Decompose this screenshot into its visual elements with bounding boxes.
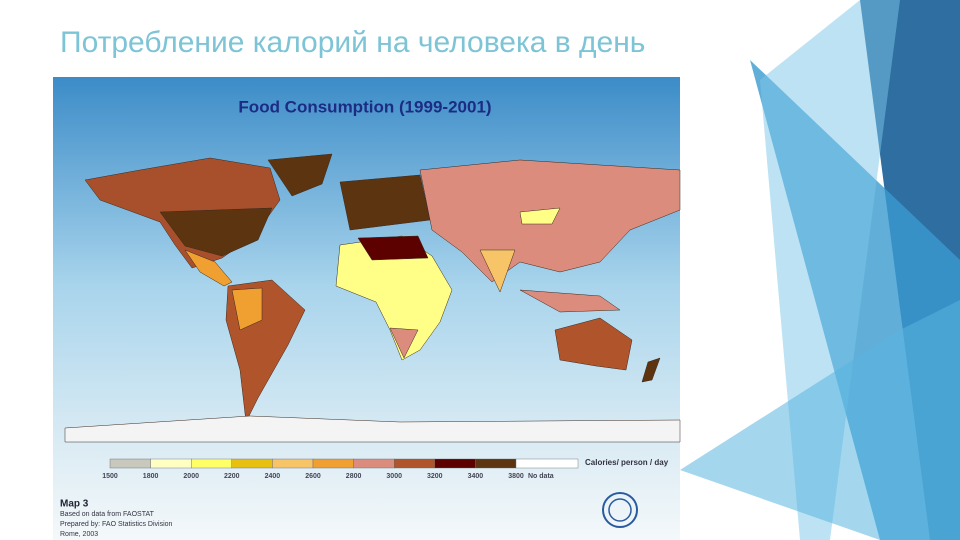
note-heading: Map 3 — [60, 499, 89, 510]
south-africa — [389, 327, 419, 359]
legend: 1500 1800 2000 2200 2400 2600 2800 3000 3200 3400… — [102, 458, 579, 480]
legend-label: 2800 — [346, 473, 362, 480]
mongolia — [519, 207, 561, 225]
legend-swatch — [434, 458, 476, 469]
legend-unit: Calories/ person / day — [585, 458, 669, 467]
europe — [339, 174, 431, 231]
legend-swatch — [272, 458, 314, 469]
legend-swatch — [231, 458, 273, 469]
andes — [231, 287, 263, 331]
legend-swatch — [109, 458, 151, 469]
legend-label: 1800 — [143, 473, 159, 480]
antarctica — [64, 415, 681, 443]
australia — [554, 317, 633, 371]
usa — [159, 207, 273, 257]
land — [64, 153, 681, 443]
legend-swatch — [312, 458, 354, 469]
legend-label: 3400 — [468, 473, 484, 480]
legend-label: 2200 — [224, 473, 240, 480]
legend-label: 2600 — [305, 473, 321, 480]
central-america — [184, 249, 233, 287]
legend-swatch — [394, 458, 436, 469]
note-line: Based on data from FAOSTAT — [60, 511, 155, 518]
fao-logo — [608, 498, 632, 522]
legend-label: 3800 — [508, 473, 524, 480]
legend-swatch — [190, 458, 232, 469]
legend-swatch — [150, 458, 192, 469]
legend-swatch — [475, 458, 517, 469]
legend-label: 2400 — [265, 473, 281, 480]
legend-label: 3200 — [427, 473, 443, 480]
india — [479, 249, 516, 293]
legend-swatch — [515, 458, 579, 469]
legend-label: 1500 — [102, 473, 118, 480]
fao-logo — [602, 492, 638, 528]
decor — [680, 300, 960, 540]
southeast-asia — [519, 289, 621, 313]
greenland — [267, 153, 333, 197]
legend-no-data: No data — [528, 473, 554, 480]
new-zealand — [641, 357, 661, 383]
map: Food Consumption (1999-2001) 1500 1800 200… — [53, 77, 681, 540]
legend-label: 2000 — [183, 473, 199, 480]
note-line: Prepared by: FAO Statistics Division — [60, 521, 173, 528]
slide-title: Потребление калорий на человека в день — [60, 26, 645, 59]
legend-label: 3000 — [386, 473, 402, 480]
map-title: Food Consumption (1999-2001) — [238, 97, 491, 116]
north-africa — [357, 235, 429, 261]
note-line: Rome, 2003 — [60, 531, 98, 538]
legend-swatch — [353, 458, 395, 469]
